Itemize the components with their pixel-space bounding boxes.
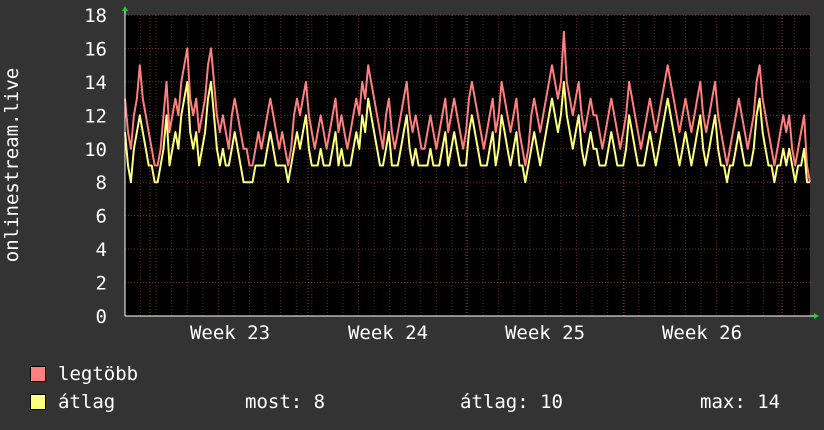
- chart: 0 2 4 6 8 10 12 14 16 18 Week 23 Week 24 Week 25 Week…: [1, 5, 819, 340]
- y-tick-label: 18: [84, 5, 107, 27]
- y-tick-label: 6: [96, 206, 107, 228]
- y-tick-label: 2: [96, 273, 107, 295]
- legend-label-atlag: átlag: [58, 391, 116, 413]
- legend-swatch-legtobb: [30, 366, 46, 382]
- x-axis-arrow-icon: [814, 313, 819, 319]
- legend-swatch-atlag: [30, 394, 46, 410]
- y-tick-label: 16: [84, 38, 107, 60]
- y-tick-label: 14: [84, 72, 107, 94]
- x-tick-label: Week 25: [505, 322, 585, 340]
- y-tick-label: 0: [96, 306, 107, 328]
- stat-now: most: 8: [245, 391, 326, 413]
- stat-max: max: 14: [700, 391, 781, 413]
- y-axis-arrow-icon: [122, 6, 128, 11]
- x-tick-label: Week 26: [662, 322, 742, 340]
- y-tick-label: 12: [84, 105, 107, 127]
- legend-item-atlag: átlag most: 8 átlag: 10 max: 14: [30, 390, 820, 414]
- legend-label-legtobb: legtöbb: [58, 363, 139, 385]
- y-tick-label: 4: [96, 239, 107, 261]
- x-tick-label: Week 23: [190, 322, 270, 340]
- y-tick-label: 8: [96, 172, 107, 194]
- y-tick-label: 10: [84, 139, 107, 161]
- stat-average: átlag: 10: [460, 391, 563, 413]
- series-line-legtobb: [124, 30, 811, 183]
- series-line-atlag: [124, 80, 810, 184]
- y-axis-title: onlinestream.live: [1, 68, 23, 262]
- x-tick-label: Week 24: [348, 322, 428, 340]
